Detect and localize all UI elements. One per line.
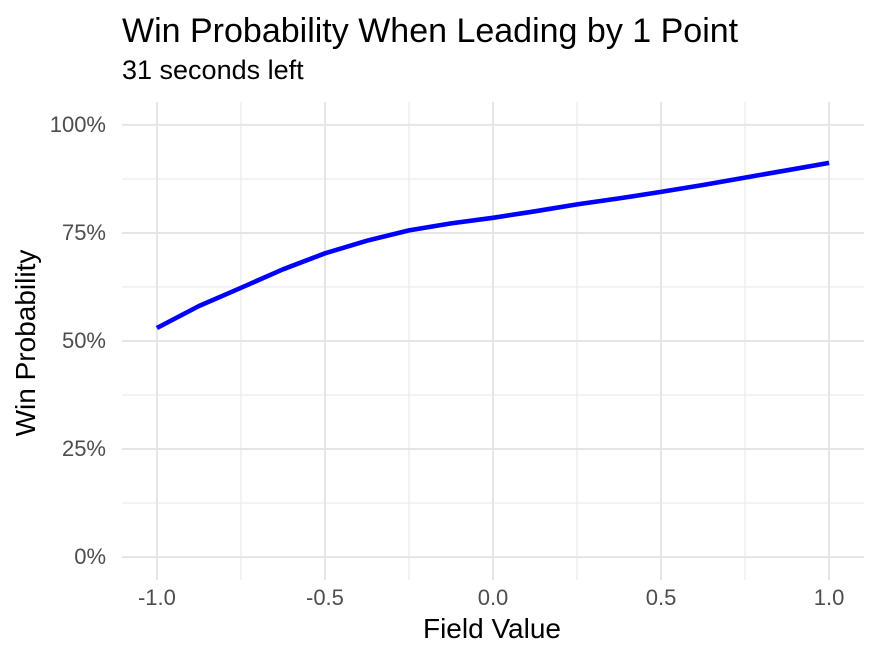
x-tick-label: -1.0 — [137, 585, 176, 610]
x-tick-label: 0.0 — [477, 585, 509, 610]
y-tick-label: 75% — [61, 219, 106, 245]
plot-panel — [122, 102, 864, 580]
x-axis-title: Field Value — [422, 613, 561, 644]
x-tick-label: 0.5 — [645, 585, 677, 610]
x-tick-label: 1.0 — [813, 585, 845, 610]
win_probability-line — [155, 160, 830, 331]
x-tick-label: -0.5 — [306, 585, 344, 610]
y-tick-label: 0% — [74, 544, 106, 570]
y-tick-label: 25% — [61, 436, 106, 462]
chart-subtitle: 31 seconds left — [122, 55, 304, 85]
chart-title: Win Probability When Leading by 1 Point — [122, 12, 739, 50]
y-tick-label: 50% — [61, 328, 106, 353]
y-tick-label: 100% — [49, 111, 106, 137]
